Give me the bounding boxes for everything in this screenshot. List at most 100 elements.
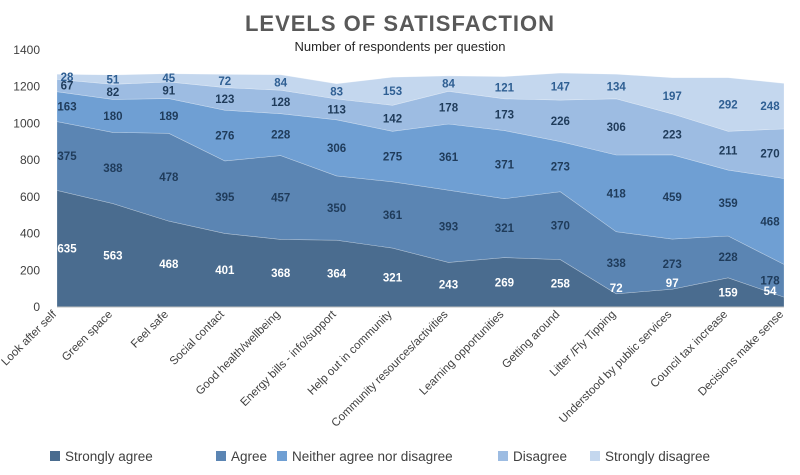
- data-label-disagree: 128: [271, 97, 291, 109]
- data-label-strongly-disagree: 83: [330, 86, 343, 98]
- data-label-agree: 395: [215, 192, 235, 204]
- area-neither-agree-nor-disagree: [56, 91, 785, 265]
- data-label-disagree: 270: [760, 149, 779, 161]
- data-label-strongly-disagree: 84: [274, 78, 287, 90]
- data-label-strongly-disagree: 153: [383, 86, 402, 98]
- data-label-disagree: 178: [439, 103, 459, 115]
- y-tick-label: 800: [20, 153, 40, 167]
- y-tick-label: 600: [20, 190, 40, 204]
- data-label-strongly-agree: 368: [271, 268, 291, 280]
- legend-label-strongly-agree: Strongly agree: [65, 449, 153, 464]
- data-label-strongly-agree: 401: [215, 265, 235, 277]
- y-tick-label: 200: [20, 263, 40, 277]
- data-label-agree: 321: [495, 223, 515, 235]
- y-tick-label: 1400: [13, 43, 40, 57]
- data-label-strongly-agree: 258: [551, 278, 571, 290]
- data-label-agree: 178: [760, 276, 780, 288]
- y-tick-label: 400: [20, 227, 40, 241]
- data-label-strongly-disagree: 248: [760, 101, 780, 113]
- data-label-strongly-disagree: 134: [607, 82, 627, 94]
- legend-label-disagree: Disagree: [513, 449, 567, 464]
- data-label-strongly-agree: 321: [383, 273, 403, 285]
- data-label-strongly-agree: 159: [719, 287, 738, 299]
- data-label-neither-agree-nor-disagree: 189: [159, 111, 178, 123]
- data-label-strongly-agree: 468: [159, 259, 179, 271]
- data-label-neither-agree-nor-disagree: 163: [57, 102, 76, 114]
- x-tick-label: Green space: [60, 309, 115, 364]
- data-label-strongly-disagree: 147: [551, 82, 570, 94]
- data-label-disagree: 82: [107, 87, 120, 99]
- data-label-neither-agree-nor-disagree: 361: [439, 152, 459, 164]
- x-tick-label: Getting around: [500, 309, 562, 371]
- data-label-agree: 370: [551, 221, 570, 233]
- data-label-strongly-agree: 269: [495, 277, 514, 289]
- data-label-strongly-disagree: 292: [719, 100, 738, 112]
- legend-swatch-strongly-agree: [50, 451, 60, 461]
- data-label-strongly-agree: 72: [610, 283, 623, 295]
- data-label-agree: 361: [383, 210, 403, 222]
- data-label-neither-agree-nor-disagree: 371: [495, 160, 515, 172]
- chart-title: LEVELS OF SATISFACTION: [245, 11, 555, 36]
- data-label-disagree: 306: [607, 122, 626, 134]
- legend-label-agree: Agree: [231, 449, 267, 464]
- data-label-neither-agree-nor-disagree: 468: [760, 217, 780, 229]
- y-axis: 0 200 400 600 800 1000 1200 1400: [13, 43, 40, 314]
- x-tick-label: Look after self: [0, 308, 60, 368]
- data-label-agree: 393: [439, 221, 458, 233]
- data-label-agree: 338: [607, 258, 627, 270]
- legend-label-neither-agree-nor-disagree: Neither agree nor disagree: [292, 449, 453, 464]
- y-tick-label: 0: [33, 300, 40, 314]
- data-label-neither-agree-nor-disagree: 418: [607, 188, 627, 200]
- data-label-strongly-agree: 243: [439, 280, 458, 292]
- data-label-disagree: 173: [495, 110, 514, 122]
- data-labels: 635 563 468 401 368 364 321 243 269 258 72 97 159 54 3…: [57, 72, 780, 300]
- legend-label-strongly-disagree: Strongly disagree: [605, 449, 710, 464]
- x-tick-label: Energy bills - info/support: [238, 308, 339, 409]
- legend-swatch-neither-agree-nor-disagree: [277, 451, 287, 461]
- data-label-neither-agree-nor-disagree: 275: [383, 152, 403, 164]
- data-label-neither-agree-nor-disagree: 273: [551, 162, 570, 174]
- data-label-agree: 273: [663, 259, 682, 271]
- legend: Strongly agree Agree Neither agree nor dis…: [50, 449, 710, 464]
- area-layers: [56, 72, 785, 308]
- data-label-strongly-agree: 97: [666, 278, 679, 290]
- data-label-agree: 350: [327, 203, 346, 215]
- x-tick-label: Social contact: [168, 308, 228, 368]
- data-label-agree: 457: [271, 193, 290, 205]
- data-label-strongly-agree: 364: [327, 269, 347, 281]
- area-strongly-disagree: [56, 72, 785, 132]
- y-tick-label: 1000: [13, 116, 40, 130]
- data-label-neither-agree-nor-disagree: 276: [215, 131, 234, 143]
- data-label-strongly-disagree: 84: [442, 79, 455, 91]
- data-label-neither-agree-nor-disagree: 359: [719, 198, 738, 210]
- data-label-disagree: 226: [551, 116, 570, 128]
- x-tick-label: Understood by public services: [557, 308, 674, 425]
- x-tick-label: Community resources/activities: [330, 308, 451, 429]
- data-label-strongly-agree: 54: [764, 286, 777, 298]
- data-label-neither-agree-nor-disagree: 306: [327, 143, 346, 155]
- data-label-strongly-agree: 635: [57, 244, 77, 256]
- data-label-disagree: 113: [327, 104, 346, 116]
- data-label-agree: 228: [719, 252, 739, 264]
- data-label-agree: 375: [57, 151, 77, 163]
- data-label-disagree: 67: [61, 81, 74, 93]
- y-tick-label: 1200: [13, 80, 40, 94]
- legend-swatch-strongly-disagree: [590, 451, 600, 461]
- x-axis: Look after self Green space Feel safeSocia…: [0, 306, 786, 430]
- data-label-disagree: 211: [719, 146, 738, 158]
- data-label-disagree: 142: [383, 113, 402, 125]
- data-label-disagree: 91: [162, 85, 175, 97]
- data-label-strongly-disagree: 45: [162, 73, 175, 85]
- data-label-strongly-disagree: 51: [107, 75, 120, 87]
- data-label-strongly-disagree: 28: [61, 72, 74, 84]
- x-tick-label: Feel safe: [129, 309, 171, 351]
- chart-subtitle: Number of respondents per question: [294, 39, 505, 54]
- data-label-disagree: 123: [215, 94, 234, 106]
- data-label-strongly-disagree: 72: [218, 76, 231, 88]
- data-label-strongly-disagree: 197: [663, 91, 682, 103]
- data-label-neither-agree-nor-disagree: 459: [663, 192, 682, 204]
- data-label-strongly-agree: 563: [103, 250, 122, 262]
- data-label-disagree: 223: [663, 129, 682, 141]
- legend-swatch-agree: [216, 451, 226, 461]
